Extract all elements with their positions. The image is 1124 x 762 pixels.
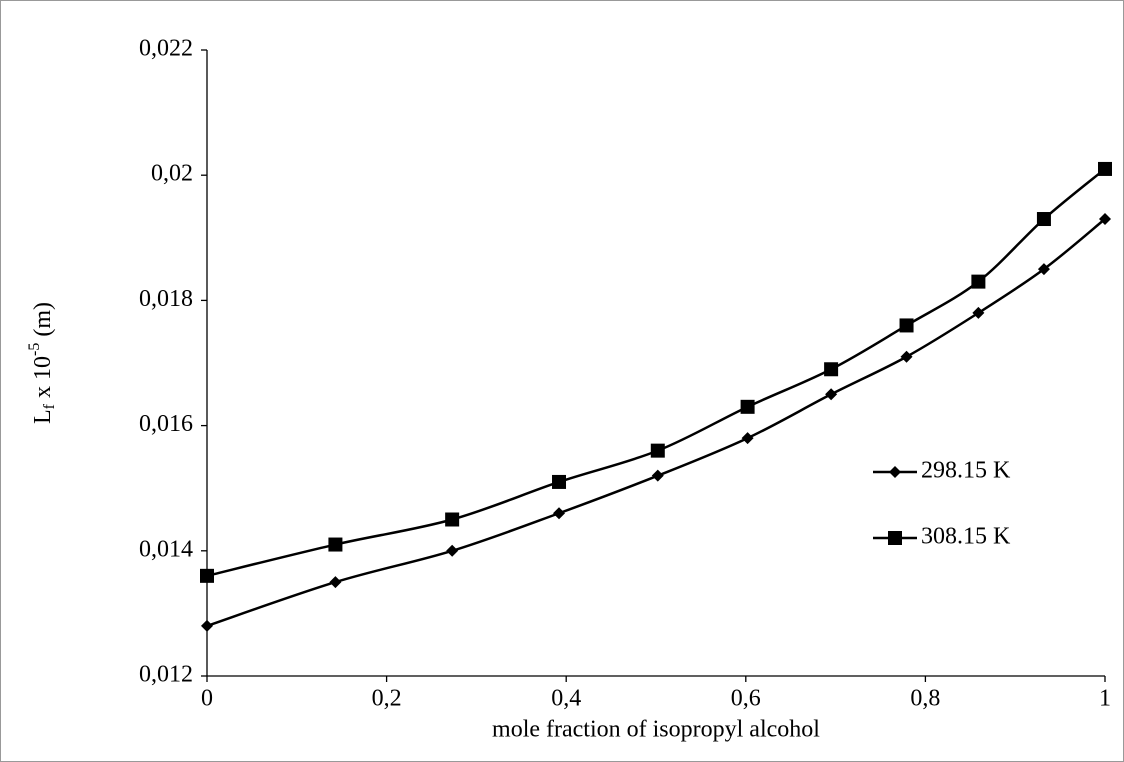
y-label-part: x 10 bbox=[30, 356, 56, 404]
marker-diamond bbox=[201, 619, 213, 632]
y-tick-label: 0,012 bbox=[139, 662, 193, 688]
legend-label: 298.15 K bbox=[921, 458, 1011, 484]
marker-square bbox=[200, 568, 214, 583]
y-tick-label: 0,014 bbox=[139, 536, 193, 562]
marker-diamond bbox=[553, 507, 566, 520]
x-tick-label: 1 bbox=[1099, 686, 1111, 712]
y-tick-label: 0,02 bbox=[151, 161, 193, 187]
marker-square bbox=[1098, 161, 1112, 176]
y-label-sup: -5 bbox=[26, 343, 43, 356]
marker-diamond bbox=[1099, 213, 1111, 226]
marker-diamond bbox=[741, 432, 754, 445]
marker-diamond bbox=[651, 469, 664, 482]
y-tick-label: 0,018 bbox=[139, 286, 193, 312]
x-tick-label: 0,6 bbox=[731, 686, 761, 712]
y-label-part: L bbox=[30, 409, 56, 424]
marker-diamond bbox=[1037, 263, 1050, 276]
marker-square bbox=[740, 399, 755, 414]
y-tick-label: 0,016 bbox=[139, 411, 193, 437]
marker-diamond bbox=[329, 576, 342, 589]
marker-diamond bbox=[972, 306, 985, 319]
marker-square bbox=[888, 531, 902, 545]
x-tick-label: 0,8 bbox=[910, 686, 940, 712]
x-tick-label: 0,4 bbox=[551, 686, 581, 712]
marker-square bbox=[552, 474, 567, 489]
marker-square bbox=[899, 318, 914, 333]
y-tick-label: 0,022 bbox=[139, 36, 193, 62]
y-label-sub: f bbox=[41, 403, 58, 409]
y-label-part: (m) bbox=[30, 302, 56, 343]
x-tick-label: 0,2 bbox=[372, 686, 402, 712]
series-line bbox=[206, 167, 1106, 578]
marker-square bbox=[971, 274, 986, 289]
marker-square bbox=[445, 512, 460, 527]
marker-square bbox=[824, 362, 839, 377]
marker-diamond bbox=[889, 466, 901, 478]
x-axis-label: mole fraction of isopropyl alcohol bbox=[492, 717, 820, 743]
y-axis-label: Lf x 10-5 (m) bbox=[26, 302, 58, 424]
marker-square bbox=[328, 537, 343, 552]
marker-diamond bbox=[900, 350, 913, 363]
marker-square bbox=[1036, 212, 1051, 227]
marker-diamond bbox=[825, 388, 838, 401]
x-tick-label: 0 bbox=[201, 686, 213, 712]
marker-diamond bbox=[446, 544, 459, 557]
marker-square bbox=[650, 443, 665, 458]
legend-label: 308.15 K bbox=[921, 524, 1011, 550]
